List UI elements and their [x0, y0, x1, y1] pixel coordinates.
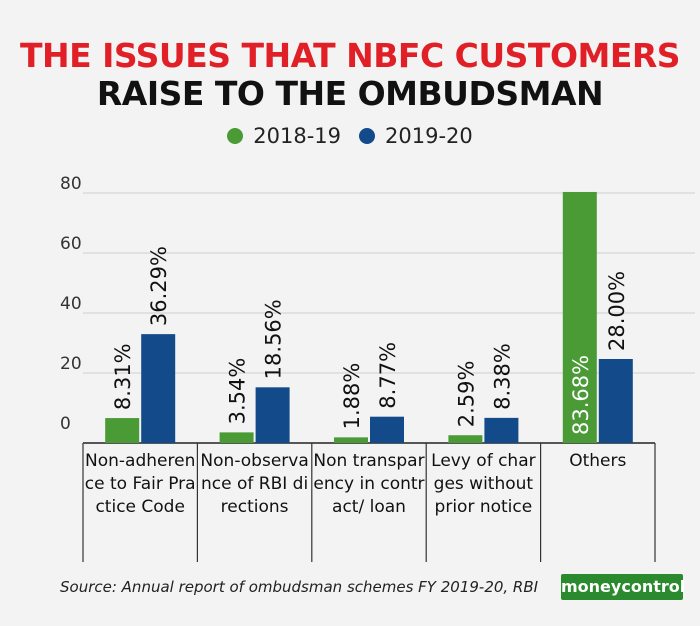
- y-tick-label: 20: [60, 354, 82, 374]
- source-note: Source: Annual report of ombudsman schem…: [60, 578, 539, 596]
- legend-swatch-2019-20: [359, 128, 375, 144]
- data-label-2019-20: 28.00%: [605, 271, 629, 351]
- bar-2019-20: [484, 417, 519, 443]
- legend-item-2019-20: 2019-20: [359, 124, 473, 148]
- data-label-2019-20: 36.29%: [147, 246, 171, 326]
- chart-title-line1: THE ISSUES THAT NBFC CUSTOMERS: [19, 36, 681, 75]
- bar-2019-20: [255, 387, 290, 443]
- legend: 2018-19 2019-20: [0, 124, 700, 148]
- y-tick-label: 80: [60, 174, 82, 194]
- data-label-2019-20: 8.77%: [376, 342, 400, 409]
- data-label-2018-19: 3.54%: [226, 358, 250, 425]
- legend-swatch-2018-19: [227, 128, 244, 144]
- legend-label-2019-20: 2019-20: [385, 124, 473, 148]
- legend-item-2018-19: 2018-19: [227, 124, 341, 148]
- data-label-2018-19: 8.31%: [111, 343, 135, 410]
- bar-2019-20: [141, 334, 176, 443]
- data-label-2019-20: 8.38%: [490, 343, 514, 410]
- bar-2018-19: [219, 432, 254, 443]
- legend-label-2018-19: 2018-19: [253, 124, 341, 148]
- category-label: Levy of charges without prior notice: [431, 451, 536, 517]
- bar-2018-19: [448, 435, 483, 443]
- data-label-2018-19: 2.59%: [454, 361, 478, 428]
- bar-2018-19: [334, 437, 368, 443]
- bar-2018-19: [105, 418, 140, 443]
- category-label: Non transparency in contract/ loan: [313, 451, 425, 517]
- category-label: Others: [569, 451, 627, 471]
- y-tick-label: 60: [60, 234, 82, 254]
- y-tick-label: 0: [60, 414, 71, 434]
- moneycontrol-logo: moneycontrol: [561, 574, 685, 600]
- data-label-2019-20: 18.56%: [262, 299, 286, 379]
- category-label: Non-observance of RBI directions: [200, 451, 309, 517]
- chart-title-line2: RAISE TO THE OMBUDSMAN: [96, 74, 604, 113]
- data-label-2018-19: 1.88%: [340, 363, 364, 430]
- bar-2019-20: [598, 359, 633, 443]
- bar-2018-19: [562, 191, 597, 443]
- data-label-2018-19: 83.68%: [569, 355, 593, 435]
- y-tick-label: 40: [60, 294, 82, 314]
- category-label: Non-adherence to Fair Practice Code: [84, 451, 196, 517]
- bar-2019-20: [370, 416, 404, 443]
